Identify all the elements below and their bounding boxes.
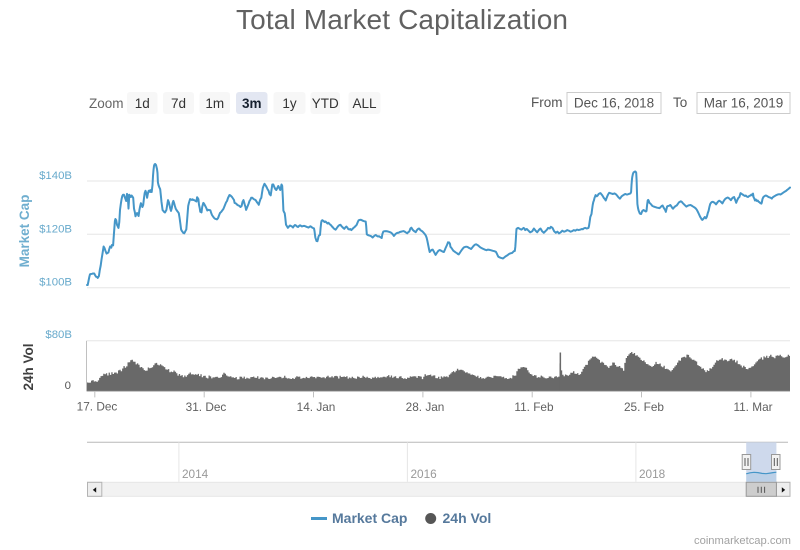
- svg-text:To: To: [673, 95, 687, 110]
- svg-text:Dec 16, 2018: Dec 16, 2018: [574, 96, 654, 111]
- svg-text:YTD: YTD: [312, 96, 339, 111]
- svg-text:Total Market Capitalization: Total Market Capitalization: [236, 4, 568, 35]
- svg-text:14. Jan: 14. Jan: [297, 400, 336, 414]
- svg-text:Mar 16, 2019: Mar 16, 2019: [704, 96, 784, 111]
- svg-text:1d: 1d: [135, 96, 150, 111]
- svg-text:24h Vol: 24h Vol: [443, 510, 492, 526]
- svg-text:11. Feb: 11. Feb: [514, 400, 554, 414]
- svg-text:ALL: ALL: [352, 96, 377, 111]
- svg-text:7d: 7d: [171, 96, 186, 111]
- svg-text:From: From: [531, 95, 563, 110]
- svg-text:24h Vol: 24h Vol: [21, 343, 36, 390]
- svg-text:Market Cap: Market Cap: [332, 510, 407, 526]
- svg-text:coinmarketcap.com: coinmarketcap.com: [694, 535, 791, 547]
- svg-text:17. Dec: 17. Dec: [77, 400, 118, 414]
- svg-text:1y: 1y: [282, 96, 297, 111]
- svg-text:2016: 2016: [411, 467, 438, 481]
- svg-text:$80B: $80B: [45, 329, 72, 341]
- svg-text:11. Mar: 11. Mar: [733, 400, 772, 414]
- svg-text:28. Jan: 28. Jan: [406, 400, 445, 414]
- svg-text:0: 0: [65, 380, 71, 392]
- svg-text:1m: 1m: [205, 96, 224, 111]
- svg-text:$120B: $120B: [39, 223, 72, 235]
- svg-text:25. Feb: 25. Feb: [624, 400, 664, 414]
- svg-text:Market Cap: Market Cap: [17, 195, 32, 268]
- svg-text:31. Dec: 31. Dec: [186, 400, 227, 414]
- svg-text:$100B: $100B: [39, 277, 72, 289]
- svg-text:3m: 3m: [242, 96, 262, 111]
- svg-text:2014: 2014: [182, 467, 209, 481]
- svg-text:Zoom: Zoom: [89, 96, 124, 111]
- svg-text:$140B: $140B: [39, 170, 72, 182]
- svg-text:2018: 2018: [639, 467, 666, 481]
